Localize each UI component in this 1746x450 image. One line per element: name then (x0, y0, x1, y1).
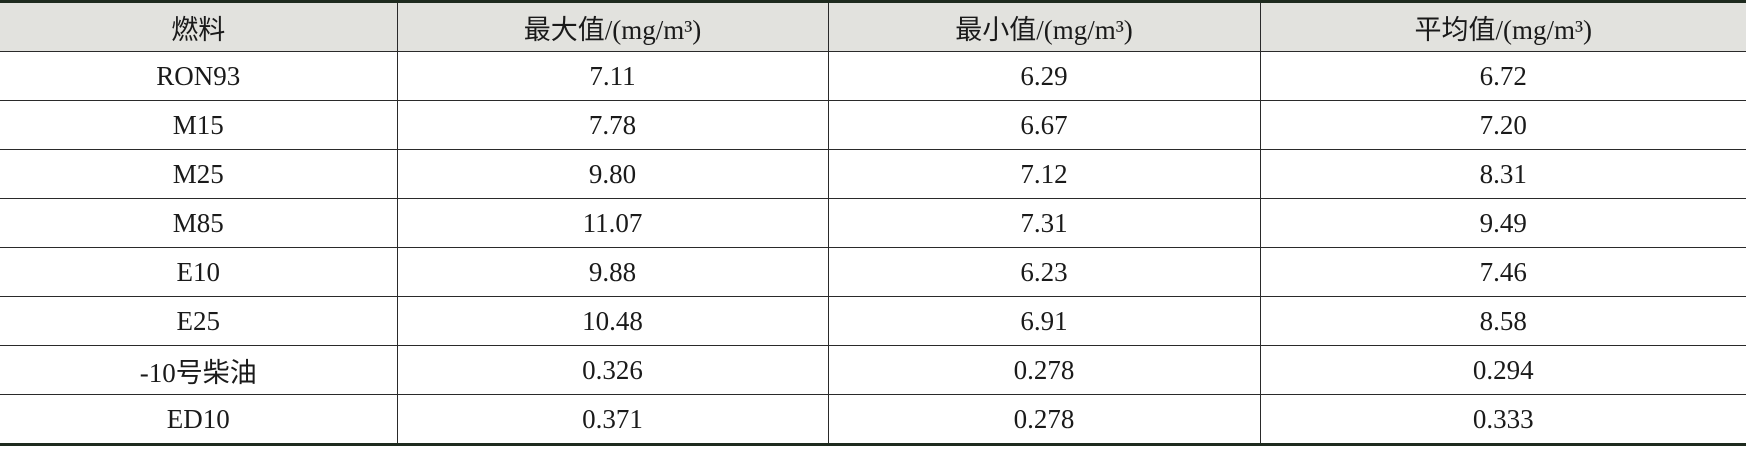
value-cell: 6.29 (827, 51, 1261, 101)
table-body: RON93 7.11 6.29 6.72 M15 7.78 6.67 7.20 M25 9.80 7… (0, 51, 1746, 445)
table-row: ED10 0.371 0.278 0.333 (0, 394, 1746, 445)
table-row: E10 9.88 6.23 7.46 (0, 247, 1746, 297)
value-cell: 0.278 (827, 394, 1261, 445)
value-cell: 6.67 (827, 100, 1261, 150)
fuel-cell: M15 (0, 100, 398, 150)
fuel-cell: -10号柴油 (0, 345, 398, 395)
fuel-cell: M25 (0, 149, 398, 199)
value-cell: 9.80 (396, 149, 829, 199)
value-cell: 0.326 (396, 345, 829, 395)
header-cell: 平均值/(mg/m³) (1259, 1, 1746, 52)
value-cell: 8.58 (1259, 296, 1746, 346)
value-cell: 6.72 (1259, 51, 1746, 101)
fuel-cell: M85 (0, 198, 398, 248)
header-cell: 最大值/(mg/m³) (396, 1, 829, 52)
value-cell: 8.31 (1259, 149, 1746, 199)
value-cell: 0.294 (1259, 345, 1746, 395)
table-row: M15 7.78 6.67 7.20 (0, 100, 1746, 150)
value-cell: 7.20 (1259, 100, 1746, 150)
table-row: M85 11.07 7.31 9.49 (0, 198, 1746, 248)
value-cell: 9.88 (396, 247, 829, 297)
table-row: E25 10.48 6.91 8.58 (0, 296, 1746, 346)
table-row: -10号柴油 0.326 0.278 0.294 (0, 345, 1746, 395)
header-cell: 燃料 (0, 1, 398, 52)
value-cell: 7.46 (1259, 247, 1746, 297)
value-cell: 0.278 (827, 345, 1261, 395)
value-cell: 7.11 (396, 51, 829, 101)
value-cell: 6.91 (827, 296, 1261, 346)
value-cell: 6.23 (827, 247, 1261, 297)
table-row: RON93 7.11 6.29 6.72 (0, 51, 1746, 101)
header-row: 燃料 最大值/(mg/m³) 最小值/(mg/m³) 平均值/(mg/m³) (0, 1, 1746, 52)
value-cell: 7.12 (827, 149, 1261, 199)
fuel-cell: ED10 (0, 394, 398, 445)
value-cell: 0.333 (1259, 394, 1746, 445)
fuel-cell: E25 (0, 296, 398, 346)
fuel-cell: E10 (0, 247, 398, 297)
header-cell: 最小值/(mg/m³) (827, 1, 1261, 52)
value-cell: 10.48 (396, 296, 829, 346)
table-row: M25 9.80 7.12 8.31 (0, 149, 1746, 199)
value-cell: 0.371 (396, 394, 829, 445)
value-cell: 9.49 (1259, 198, 1746, 248)
value-cell: 7.78 (396, 100, 829, 150)
value-cell: 7.31 (827, 198, 1261, 248)
value-cell: 11.07 (396, 198, 829, 248)
fuel-cell: RON93 (0, 51, 398, 101)
